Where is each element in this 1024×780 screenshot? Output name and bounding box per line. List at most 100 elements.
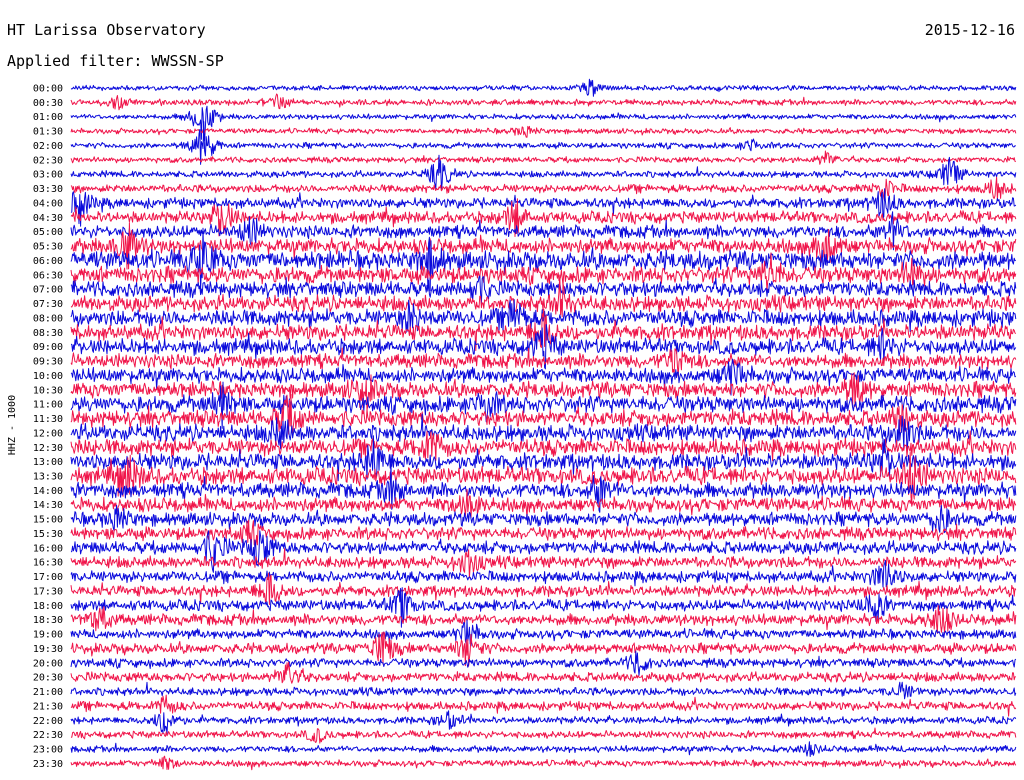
- trace-line: [70, 154, 1017, 191]
- trace-line: [70, 755, 1017, 771]
- trace-line: [70, 430, 1017, 462]
- trace-line: [70, 252, 1017, 291]
- trace-line: [70, 488, 1017, 519]
- trace-line: [70, 211, 1017, 251]
- trace-line: [70, 274, 1017, 318]
- time-tick-label: 11:30: [33, 414, 63, 425]
- trace-line: [70, 227, 1016, 292]
- trace-line: [70, 121, 1017, 165]
- trace-line: [70, 372, 1017, 411]
- trace-line: [70, 347, 1017, 377]
- trace-line: [70, 560, 1017, 588]
- time-tick-label: 10:30: [33, 385, 63, 396]
- time-tick-label: 06:30: [33, 270, 63, 281]
- trace-line: [70, 275, 1017, 305]
- trace-line: [70, 435, 1017, 482]
- time-tick-label: 13:00: [33, 457, 63, 468]
- trace-line: [70, 198, 1017, 237]
- time-tick-label: 02:30: [33, 155, 63, 166]
- time-tick-label: 00:00: [33, 84, 63, 95]
- trace-line: [70, 125, 1017, 138]
- time-tick-labels: 00:00 00:30 01:00 01:30 02:00 02:30 03:00 03:30…: [33, 84, 63, 770]
- trace-line: [70, 324, 1017, 370]
- plot-date: 2015-12-16: [924, 21, 1015, 39]
- time-tick-label: 07:30: [33, 299, 63, 310]
- time-tick-label: 00:30: [33, 98, 63, 109]
- trace-line: [70, 727, 1017, 744]
- trace-line: [70, 605, 1017, 634]
- trace-line: [70, 93, 1017, 111]
- time-tick-label: 12:30: [33, 443, 63, 454]
- trace-line: [70, 504, 1017, 534]
- time-tick-label: 22:30: [33, 730, 63, 741]
- trace-line: [70, 105, 1017, 141]
- trace-line: [70, 650, 1017, 676]
- time-tick-label: 12:00: [33, 428, 63, 439]
- time-tick-label: 15:30: [33, 529, 63, 540]
- trace-line: [70, 394, 1017, 435]
- time-tick-label: 04:00: [33, 198, 63, 209]
- trace-line: [70, 358, 1017, 396]
- trace-line: [70, 176, 1017, 202]
- time-tick-label: 23:30: [33, 759, 63, 770]
- observatory-title: HT Larissa Observatory: [7, 21, 206, 39]
- time-tick-label: 01:00: [33, 112, 63, 123]
- trace-line: [70, 78, 1017, 97]
- filter-label: Applied filter: WWSSN-SP: [7, 52, 224, 70]
- time-tick-label: 09:00: [33, 342, 63, 353]
- time-tick-label: 19:30: [33, 644, 63, 655]
- time-tick-label: 11:00: [33, 400, 63, 411]
- time-tick-label: 01:30: [33, 127, 63, 138]
- time-tick-label: 07:00: [33, 285, 63, 296]
- time-tick-label: 18:30: [33, 615, 63, 626]
- trace-line: [70, 741, 1017, 757]
- trace-line: [70, 681, 1017, 700]
- time-tick-label: 03:30: [33, 184, 63, 195]
- time-tick-label: 13:30: [33, 471, 63, 482]
- trace-line: [70, 530, 1017, 573]
- time-tick-label: 17:30: [33, 586, 63, 597]
- time-tick-label: 15:00: [33, 515, 63, 526]
- trace-line: [70, 381, 1017, 429]
- trace-line: [70, 548, 1017, 579]
- trace-line: [70, 463, 1017, 513]
- trace-line: [70, 308, 1017, 351]
- time-tick-label: 23:00: [33, 745, 63, 756]
- time-tick-label: 17:00: [33, 572, 63, 583]
- trace-line: [70, 222, 1017, 270]
- time-tick-label: 02:00: [33, 141, 63, 152]
- time-tick-label: 20:30: [33, 673, 63, 684]
- time-tick-label: 05:30: [33, 242, 63, 253]
- trace-line: [70, 413, 1017, 451]
- time-tick-label: 10:00: [33, 371, 63, 382]
- time-tick-label: 05:00: [33, 227, 63, 238]
- trace-line: [70, 188, 1017, 227]
- trace-line: [70, 451, 1017, 504]
- time-tick-label: 18:00: [33, 601, 63, 612]
- time-tick-label: 19:00: [33, 630, 63, 641]
- time-tick-label: 08:30: [33, 328, 63, 339]
- time-tick-label: 14:00: [33, 486, 63, 497]
- trace-line: [70, 587, 1017, 628]
- time-tick-label: 20:00: [33, 658, 63, 669]
- trace-line: [70, 572, 1017, 605]
- trace-line: [70, 631, 1017, 667]
- seismogram-traces: [70, 78, 1017, 771]
- time-tick-label: 03:00: [33, 170, 63, 181]
- time-tick-label: 16:00: [33, 543, 63, 554]
- time-tick-label: 22:00: [33, 716, 63, 727]
- time-tick-label: 04:30: [33, 213, 63, 224]
- time-tick-label: 16:30: [33, 558, 63, 569]
- trace-line: [70, 710, 1017, 734]
- trace-line: [70, 519, 1017, 550]
- time-tick-label: 08:00: [33, 313, 63, 324]
- y-axis-label: HHZ - 1000: [7, 395, 18, 455]
- trace-line: [70, 661, 1016, 684]
- trace-line: [70, 619, 1017, 647]
- time-tick-label: 21:30: [33, 701, 63, 712]
- trace-line: [70, 694, 1017, 717]
- time-tick-label: 06:00: [33, 256, 63, 267]
- time-tick-label: 09:30: [33, 357, 63, 368]
- trace-line: [70, 150, 1016, 165]
